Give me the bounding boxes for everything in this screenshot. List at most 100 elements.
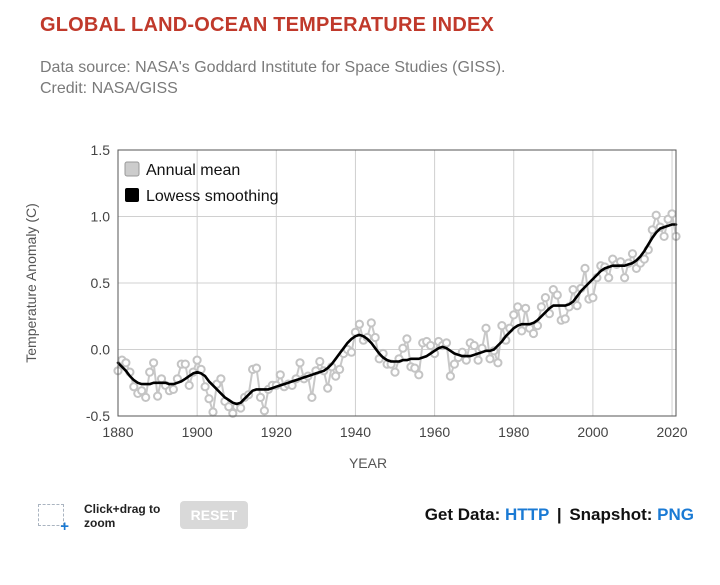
annual-mean-point[interactable] <box>469 340 479 351</box>
annual-mean-point[interactable] <box>228 408 238 418</box>
annual-mean-point[interactable] <box>414 370 424 380</box>
annual-mean-point[interactable] <box>137 386 147 396</box>
annual-mean-point[interactable] <box>445 371 455 381</box>
y-axis-label: Temperature Anomaly (C) <box>23 203 39 363</box>
annual-mean-point[interactable] <box>315 356 325 367</box>
x-tick-label: 2000 <box>577 424 608 440</box>
annual-mean-point[interactable] <box>121 358 131 368</box>
annual-mean-point[interactable] <box>370 332 380 343</box>
annual-mean-point[interactable] <box>521 303 531 313</box>
chart-subtitle: Data source: NASA's Goddard Institute fo… <box>40 59 506 97</box>
legend-annual-mean-label[interactable]: Annual mean <box>146 162 240 179</box>
annual-mean-point[interactable] <box>588 293 598 303</box>
y-tick-label: -0.5 <box>86 408 110 424</box>
annual-mean-point[interactable] <box>513 302 523 312</box>
annual-mean-point[interactable] <box>402 334 412 344</box>
annual-mean-point[interactable] <box>236 403 246 413</box>
annual-mean-point[interactable] <box>184 380 194 390</box>
legend-lowess-label[interactable]: Lowess smoothing <box>146 188 279 205</box>
annual-mean-point[interactable] <box>473 355 483 365</box>
annual-mean-point[interactable] <box>307 392 317 402</box>
annual-mean-point[interactable] <box>335 364 345 374</box>
annual-mean-point[interactable] <box>497 321 507 331</box>
y-tick-label: 1.5 <box>91 142 111 158</box>
lowess-smoothing-series <box>116 223 678 406</box>
annual-mean-point[interactable] <box>659 231 669 241</box>
annual-mean-point[interactable] <box>149 358 159 368</box>
legend-annual-mean-swatch[interactable] <box>124 161 140 177</box>
y-tick-label: 0.5 <box>91 275 111 291</box>
annual-mean-point[interactable] <box>200 382 210 392</box>
x-tick-label: 1960 <box>419 424 450 440</box>
annual-mean-point[interactable] <box>153 391 163 401</box>
png-link[interactable]: PNG <box>657 505 694 524</box>
annual-mean-point[interactable] <box>398 343 408 353</box>
annual-mean-point[interactable] <box>540 293 551 303</box>
annual-mean-point[interactable] <box>532 321 543 331</box>
y-tick-label: 1.0 <box>91 209 111 225</box>
annual-mean-point[interactable] <box>509 310 519 320</box>
annual-mean-point[interactable] <box>275 370 285 380</box>
annual-mean-point[interactable] <box>208 407 218 417</box>
annual-mean-point[interactable] <box>180 359 190 369</box>
annual-mean-point[interactable] <box>552 290 562 300</box>
annual-mean-point[interactable] <box>129 382 139 392</box>
x-tick-label: 1900 <box>182 424 213 440</box>
annual-mean-point[interactable] <box>145 367 155 377</box>
annual-mean-point[interactable] <box>639 254 649 264</box>
x-tick-label: 2020 <box>656 424 687 440</box>
annual-mean-point[interactable] <box>204 394 214 404</box>
annual-mean-point[interactable] <box>572 301 582 311</box>
annual-mean-point[interactable] <box>604 273 614 283</box>
annual-mean-point[interactable] <box>426 340 436 351</box>
annual-mean-line <box>117 211 677 416</box>
get-data-label: Get Data: <box>424 505 501 524</box>
annual-mean-point[interactable] <box>390 367 400 377</box>
x-tick-label: 1920 <box>261 424 292 440</box>
annual-mean-point[interactable] <box>449 359 459 369</box>
get-data-bar: Get Data: HTTP | Snapshot: PNG <box>425 505 694 525</box>
annual-mean-point[interactable] <box>192 355 202 365</box>
annual-mean-point[interactable] <box>620 273 630 283</box>
reset-button[interactable]: RESET <box>180 501 248 529</box>
annual-mean-point[interactable] <box>346 347 357 357</box>
zoom-hint: + Click+drag to zoom <box>38 502 178 534</box>
annual-mean-point[interactable] <box>255 392 266 402</box>
annual-mean-point[interactable] <box>616 257 626 267</box>
annual-mean-point[interactable] <box>410 363 420 373</box>
annual-mean-point[interactable] <box>331 371 341 381</box>
annual-mean-point[interactable] <box>168 384 178 394</box>
annual-mean-point[interactable] <box>461 355 471 365</box>
annual-mean-point[interactable] <box>580 263 590 273</box>
http-link[interactable]: HTTP <box>505 505 550 524</box>
annual-mean-point[interactable] <box>366 318 376 328</box>
snapshot-label: Snapshot: <box>569 505 653 524</box>
annual-mean-point[interactable] <box>517 326 527 336</box>
annual-mean-point[interactable] <box>560 314 570 324</box>
annual-mean-point[interactable] <box>481 323 491 333</box>
chart-title: GLOBAL LAND-OCEAN TEMPERATURE INDEX <box>40 14 495 36</box>
annual-mean-point[interactable] <box>568 285 578 295</box>
x-axis-label: YEAR <box>349 455 387 471</box>
annual-mean-point[interactable] <box>323 383 333 393</box>
link-separator: | <box>556 505 562 524</box>
annual-mean-point[interactable] <box>295 358 305 368</box>
annual-mean-point[interactable] <box>354 319 364 329</box>
annual-mean-point[interactable] <box>627 249 638 259</box>
annual-mean-point[interactable] <box>651 210 661 220</box>
annual-mean-point[interactable] <box>647 225 657 235</box>
annual-mean-point[interactable] <box>216 374 226 384</box>
legend-lowess-swatch[interactable] <box>125 188 139 202</box>
y-tick-label: 0.0 <box>91 342 111 358</box>
x-axis-ticks: 1880 1900 1920 1940 1960 1980 2000 2020 <box>102 424 687 440</box>
annual-mean-point[interactable] <box>441 338 452 348</box>
annual-mean-point[interactable] <box>667 209 677 219</box>
annual-mean-point[interactable] <box>528 328 539 339</box>
annual-mean-point[interactable] <box>259 406 269 416</box>
annual-mean-point[interactable] <box>485 354 495 364</box>
annual-mean-point[interactable] <box>493 358 503 368</box>
annual-mean-point[interactable] <box>536 302 547 312</box>
annual-mean-point[interactable] <box>141 392 151 402</box>
annual-mean-point[interactable] <box>251 363 262 373</box>
